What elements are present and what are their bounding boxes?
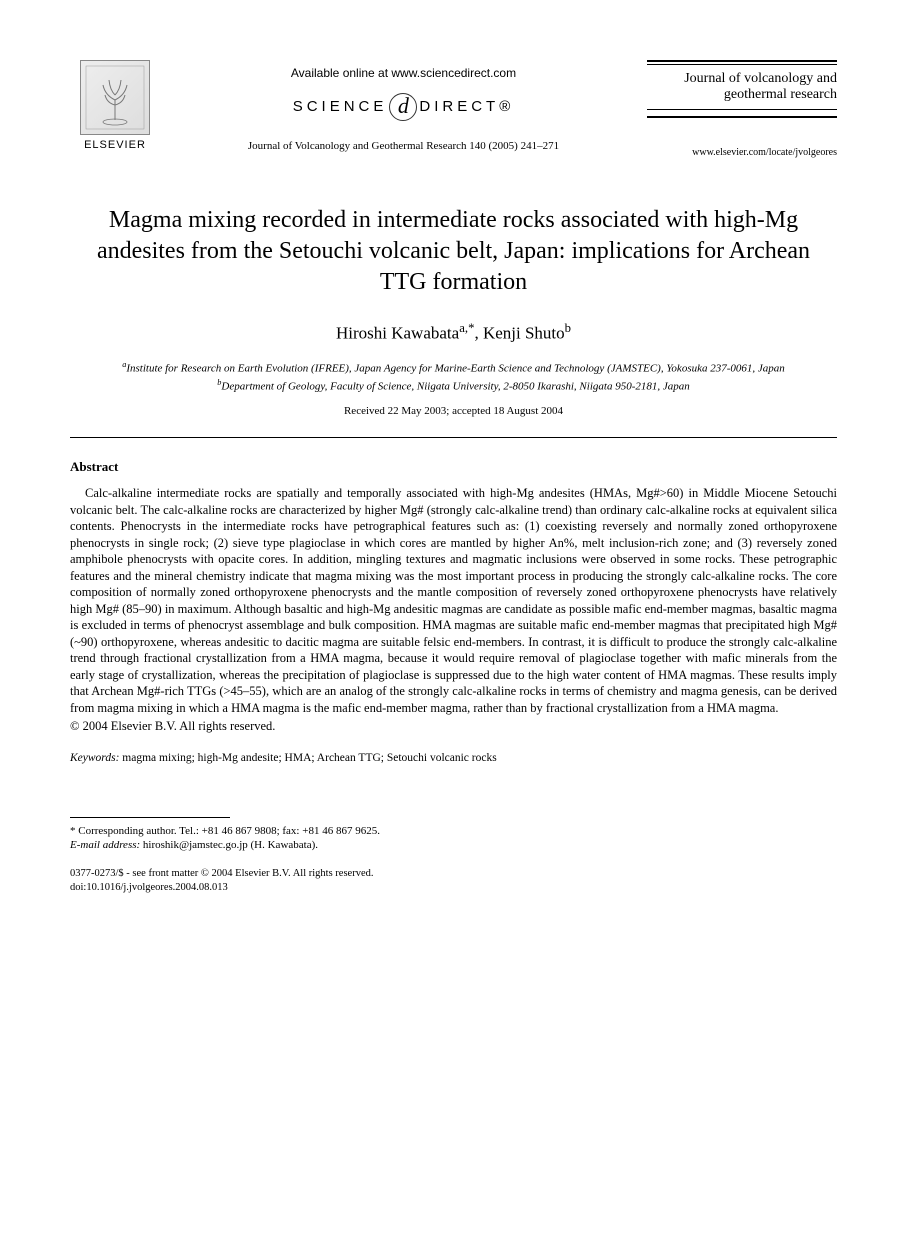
locate-url: www.elsevier.com/locate/jvolgeores [647,146,837,160]
citation-line: Journal of Volcanology and Geothermal Re… [160,139,647,154]
email-label: E-mail address: [70,839,140,851]
publisher-block: ELSEVIER [70,60,160,153]
sd-d-letter: d [398,93,409,118]
sd-prefix: SCIENCE [293,98,388,115]
elsevier-tree-icon [80,60,150,135]
horizontal-rule [70,437,837,438]
affiliation-a: aInstitute for Research on Earth Evoluti… [110,360,797,376]
footnote-rule [70,817,230,818]
author-2-affil-mark: b [565,321,571,335]
keywords-line: Keywords: magma mixing; high-Mg andesite… [70,751,837,767]
keywords-text: magma mixing; high-Mg andesite; HMA; Arc… [119,752,496,764]
rule-thick-2 [647,116,837,118]
abstract-heading: Abstract [70,458,837,476]
article-dates: Received 22 May 2003; accepted 18 August… [70,404,837,419]
author-2: , Kenji Shuto [474,324,564,343]
rule-thin [647,64,837,65]
journal-header: ELSEVIER Available online at www.science… [70,60,837,160]
journal-name: Journal of volcanology and geothermal re… [647,71,837,103]
rule-thin-2 [647,109,837,110]
doi-line: doi:10.1016/j.jvolgeores.2004.08.013 [70,881,837,895]
author-list: Hiroshi Kawabataa,*, Kenji Shutob [70,320,837,346]
front-matter-line: 0377-0273/$ - see front matter © 2004 El… [70,867,837,881]
affiliation-b: bDepartment of Geology, Faculty of Scien… [110,378,797,394]
sd-suffix: DIRECT® [419,98,514,115]
sd-d-circle-icon: d [389,93,417,121]
rule-thick [647,60,837,62]
author-1: Hiroshi Kawabata [336,324,459,343]
keywords-label: Keywords: [70,752,119,764]
header-center: Available online at www.sciencedirect.co… [160,60,647,154]
journal-title-block: Journal of volcanology and geothermal re… [647,60,837,160]
article-title: Magma mixing recorded in intermediate ro… [90,205,817,299]
email-footnote: E-mail address: hiroshik@jamstec.go.jp (… [70,838,837,853]
available-online-text: Available online at www.sciencedirect.co… [160,65,647,81]
sciencedirect-logo: SCIENCE d DIRECT® [160,93,647,121]
corresponding-author-footnote: * Corresponding author. Tel.: +81 46 867… [70,824,837,839]
affil-text-b: Department of Geology, Faculty of Scienc… [221,380,689,392]
affil-text-a: Institute for Research on Earth Evolutio… [126,363,784,375]
email-address: hiroshik@jamstec.go.jp (H. Kawabata). [140,839,318,851]
abstract-copyright: © 2004 Elsevier B.V. All rights reserved… [70,718,837,735]
publisher-name: ELSEVIER [84,138,146,153]
abstract-body: Calc-alkaline intermediate rocks are spa… [70,485,837,716]
author-1-affil-mark: a, [459,321,468,335]
